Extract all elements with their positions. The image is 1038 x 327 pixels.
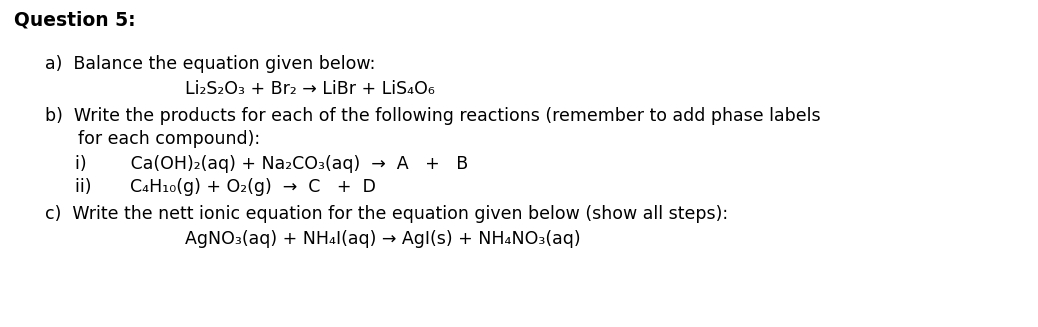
Text: i)        Ca(OH)₂(aq) + Na₂CO₃(aq)  →  A   +   B: i) Ca(OH)₂(aq) + Na₂CO₃(aq) → A + B — [75, 155, 468, 173]
Text: Li₂S₂O₃ + Br₂ → LiBr + LiS₄O₆: Li₂S₂O₃ + Br₂ → LiBr + LiS₄O₆ — [185, 80, 435, 98]
Text: Question 5:: Question 5: — [13, 10, 136, 29]
Text: b)  Write the products for each of the following reactions (remember to add phas: b) Write the products for each of the fo… — [45, 107, 821, 125]
Text: c)  Write the nett ionic equation for the equation given below (show all steps):: c) Write the nett ionic equation for the… — [45, 205, 728, 223]
Text: AgNO₃(aq) + NH₄I(aq) → AgI(s) + NH₄NO₃(aq): AgNO₃(aq) + NH₄I(aq) → AgI(s) + NH₄NO₃(a… — [185, 230, 580, 248]
Text: a)  Balance the equation given below:: a) Balance the equation given below: — [45, 55, 376, 73]
Text: ii)       C₄H₁₀(g) + O₂(g)  →  C   +  D: ii) C₄H₁₀(g) + O₂(g) → C + D — [75, 178, 376, 196]
Text: for each compound):: for each compound): — [45, 130, 261, 148]
